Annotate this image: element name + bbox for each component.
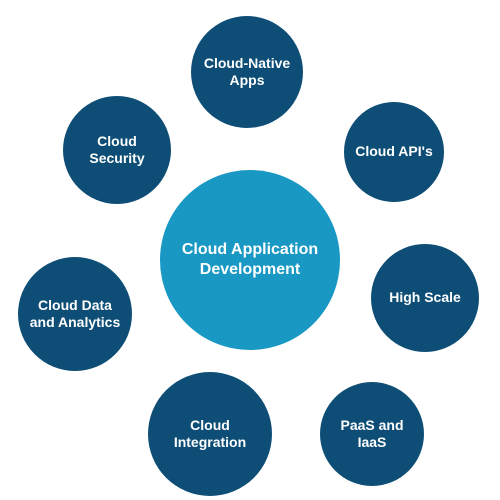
center-node: Cloud Application Development: [160, 170, 340, 350]
node-label-cloud-data: Cloud Data and Analytics: [24, 297, 126, 332]
node-high-scale: High Scale: [371, 244, 479, 352]
node-cloud-apis: Cloud API's: [344, 102, 444, 202]
node-label-cloud-integration: Cloud Integration: [154, 417, 266, 452]
node-label-cloud-apis: Cloud API's: [350, 143, 438, 161]
center-node-label: Cloud Application Development: [166, 240, 334, 280]
node-label-high-scale: High Scale: [377, 289, 473, 307]
node-cloud-native-apps: Cloud-Native Apps: [191, 16, 303, 128]
node-paas-iaas: PaaS and IaaS: [320, 382, 424, 486]
node-label-paas-iaas: PaaS and IaaS: [326, 417, 418, 452]
node-label-cloud-native-apps: Cloud-Native Apps: [197, 55, 297, 90]
node-label-cloud-security: Cloud Security: [69, 133, 165, 168]
node-cloud-data: Cloud Data and Analytics: [18, 257, 132, 371]
node-cloud-security: Cloud Security: [63, 96, 171, 204]
node-cloud-integration: Cloud Integration: [148, 372, 272, 496]
